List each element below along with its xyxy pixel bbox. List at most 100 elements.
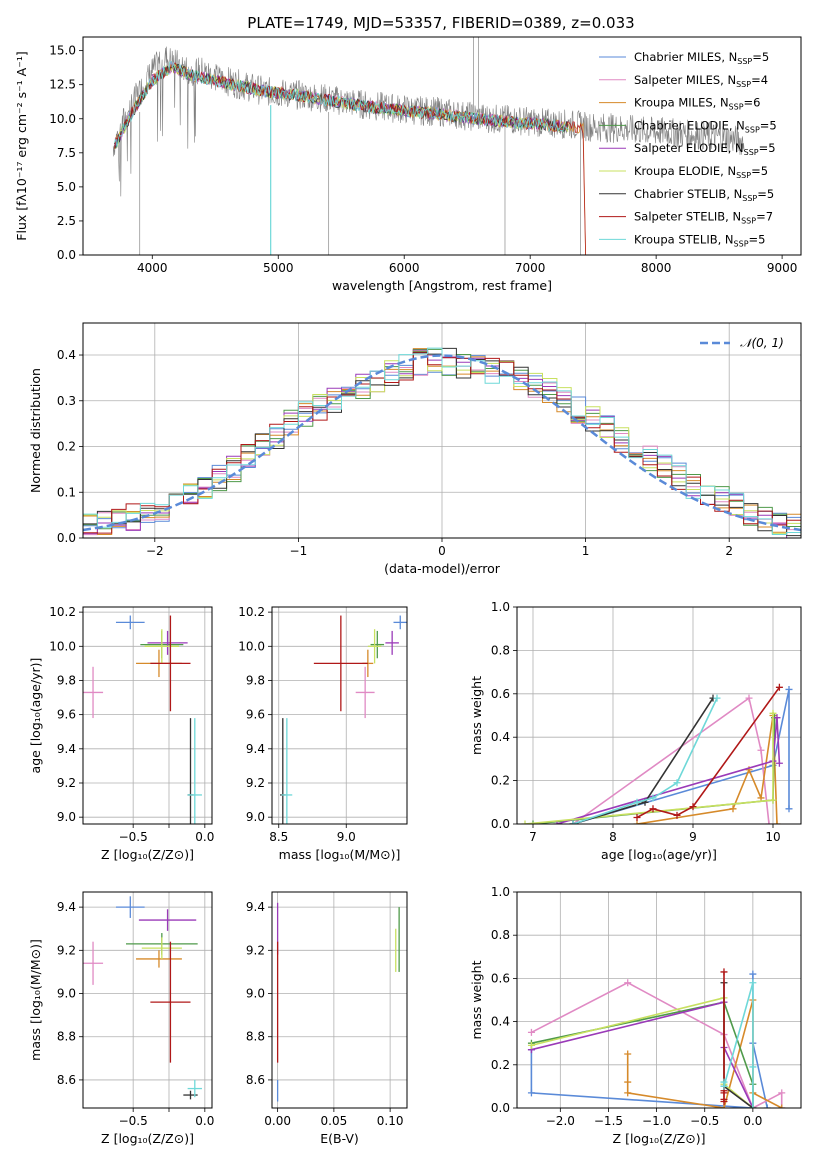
x-tick-label: −2.0 [546, 1114, 575, 1128]
plot-area [280, 615, 407, 824]
x-tick-label: −1.5 [594, 1114, 623, 1128]
mass-weight-series [633, 683, 783, 821]
x-axis-label: wavelength [Angstrom, rest frame] [332, 278, 552, 293]
legend-label: Chabrier ELODIE, NSSP=5 [634, 118, 777, 134]
x-tick-label: 7000 [515, 261, 546, 275]
x-tick-label: −1.0 [642, 1114, 671, 1128]
x-tick-label: 8000 [641, 261, 672, 275]
y-tick-label: 9.2 [57, 943, 76, 957]
y-tick-label: 12.5 [49, 78, 76, 92]
legend-label: Kroupa MILES, NSSP=6 [634, 96, 761, 112]
legend-label: Kroupa ELODIE, NSSP=5 [634, 164, 768, 180]
plus-marker [649, 805, 657, 813]
axes-mw-vs-age: 7 8 9 10 0.0 0.2 0.4 0.6 0.8 1.0 age [log₁₀(age/yr… [469, 600, 802, 862]
y-tick-label: 0.0 [57, 248, 76, 262]
plus-marker [729, 805, 737, 813]
plot-area [276, 902, 400, 1102]
y-tick-label: 0.2 [491, 774, 510, 788]
x-tick-label: 2 [725, 544, 733, 558]
plus-marker [527, 1028, 535, 1036]
errorbar-point [313, 615, 368, 712]
y-axis-label: mass weight [469, 676, 484, 755]
x-tick-label: 6000 [389, 261, 420, 275]
errorbar-point [187, 1079, 202, 1098]
plot-area [521, 683, 793, 824]
y-tick-label: 0.8 [491, 643, 510, 657]
plus-marker [527, 1041, 535, 1049]
plus-marker [749, 979, 757, 987]
plus-marker [689, 803, 697, 811]
plus-marker [769, 796, 777, 804]
y-tick-label: 9.0 [246, 987, 265, 1001]
axes-spectrum: 4000 5000 6000 7000 8000 9000 0.0 2.5 5.0 7.5 10.0… [14, 36, 802, 293]
errorbar-point [83, 666, 104, 719]
plus-marker [529, 820, 537, 824]
axes-residuals: −2 −1 0 1 2 0.0 0.1 0.2 0.3 0.4 (data-model)/error… [28, 322, 802, 576]
plus-marker [624, 1089, 632, 1097]
y-tick-label: 0.6 [491, 687, 510, 701]
errorbar-point [115, 615, 145, 630]
x-tick-label: 0.0 [195, 1114, 214, 1128]
plot-frame [82, 322, 802, 539]
errorbar-point [150, 615, 191, 712]
y-tick-label: 0.2 [57, 440, 76, 454]
mass-weight-series [527, 994, 757, 1108]
x-tick-label: 9000 [767, 261, 798, 275]
plus-marker [775, 759, 783, 767]
gaussian-curve [83, 354, 801, 532]
plus-marker [775, 683, 783, 691]
mass-weight-series [569, 685, 793, 824]
plus-marker [778, 1089, 786, 1097]
y-tick-label: 0.2 [491, 1058, 510, 1072]
y-tick-label: 9.6 [57, 708, 76, 722]
plus-marker [624, 1050, 632, 1058]
plus-marker [720, 1098, 728, 1106]
x-axis-label: Z [log₁₀(Z/Z⊙)] [101, 847, 194, 862]
errorbar-point [355, 666, 375, 719]
x-tick-label: 0.0 [743, 1114, 762, 1128]
plus-marker [569, 820, 577, 824]
y-tick-label: 10.2 [49, 605, 76, 619]
legend-label: Kroupa STELIB, NSSP=5 [634, 232, 766, 248]
plus-marker [720, 1104, 728, 1108]
x-tick-label: 0.00 [264, 1114, 291, 1128]
histogram-series [83, 350, 801, 534]
errorbar-point [147, 630, 188, 655]
plot-frame [271, 606, 408, 825]
x-tick-label: −2 [146, 544, 164, 558]
y-tick-label: 0.0 [491, 817, 510, 831]
y-tick-label: 10.2 [238, 605, 265, 619]
y-tick-label: 9.2 [246, 943, 265, 957]
y-tick-label: 9.2 [246, 776, 265, 790]
y-tick-label: 0.4 [57, 348, 76, 362]
plus-marker [757, 794, 765, 802]
model-series-line [114, 62, 586, 255]
plus-marker [749, 1063, 757, 1071]
errorbar-point [115, 896, 145, 918]
y-tick-label: 1.0 [491, 600, 510, 614]
y-tick-label: 9.0 [57, 810, 76, 824]
plus-marker [773, 714, 781, 722]
axes-mass-vs-Z: −0.5 0.0 8.6 8.8 9.0 9.2 9.4 Z [log₁₀(Z/Z⊙)] mas… [28, 891, 214, 1146]
plus-marker [778, 1104, 786, 1108]
y-tick-label: 8.8 [57, 1030, 76, 1044]
x-tick-label: −0.5 [690, 1114, 719, 1128]
y-tick-label: 8.6 [246, 1073, 265, 1087]
y-tick-label: 9.4 [57, 742, 76, 756]
series-line [524, 713, 774, 824]
plot-frame [82, 606, 213, 825]
plus-marker [785, 805, 793, 813]
legend: 𝒩(0, 1) [700, 336, 784, 350]
y-tick-label: 0.4 [491, 1015, 510, 1029]
plus-marker [673, 779, 681, 787]
errorbar-point [136, 950, 182, 968]
errorbar-point [187, 718, 202, 824]
plot-area [83, 896, 202, 1100]
plot-area [83, 347, 801, 538]
plot-area [527, 968, 786, 1108]
y-tick-label: 2.5 [57, 214, 76, 228]
figure-title: PLATE=1749, MJD=53357, FIBERID=0389, z=0… [247, 14, 634, 32]
legend-label: Salpeter ELODIE, NSSP=5 [634, 141, 776, 157]
legend-label: Chabrier MILES, NSSP=5 [634, 50, 769, 66]
axes-mass-vs-ebv: 0.00 0.05 0.10 8.6 8.8 9.0 9.2 9.4 E(B-V) [246, 891, 408, 1146]
